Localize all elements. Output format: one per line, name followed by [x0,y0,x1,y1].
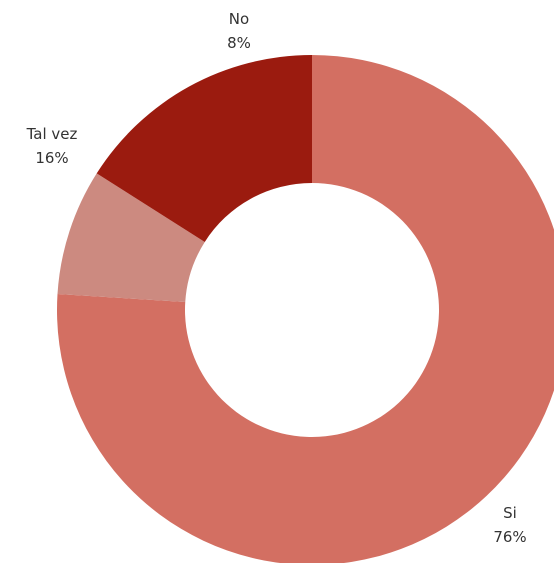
slice-label-si-value: 76% [493,528,526,546]
slice-label-no-name: No [229,10,249,28]
slice-tal-vez [96,55,312,242]
slice-si [57,55,554,563]
slice-label-talvez-value: 16% [35,149,68,167]
slice-label-talvez-name: Tal vez [26,125,78,143]
slice-label-si-name: Si [503,504,517,522]
slice-label-no-value: 8% [227,34,251,52]
slice-no [57,173,205,303]
donut-slices [57,55,554,563]
